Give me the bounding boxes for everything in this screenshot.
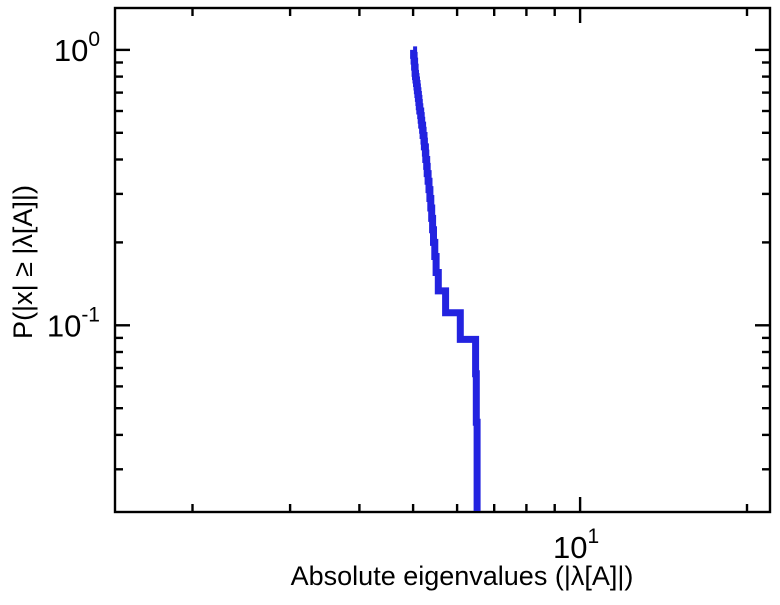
y-axis-label: P(|x| ≥ |λ[A]|) [8, 185, 38, 339]
ccdf-step-line [410, 46, 481, 511]
y-tick-label: 100 [54, 28, 100, 68]
x-axis-label: Absolute eigenvalues (|λ[A]|) [291, 561, 634, 591]
plot-generated-content: 101 100 10-1 [47, 6, 772, 565]
x-tick-label: 101 [553, 525, 599, 565]
axis-box [113, 6, 772, 514]
y-tick-label: 10-1 [47, 303, 100, 343]
